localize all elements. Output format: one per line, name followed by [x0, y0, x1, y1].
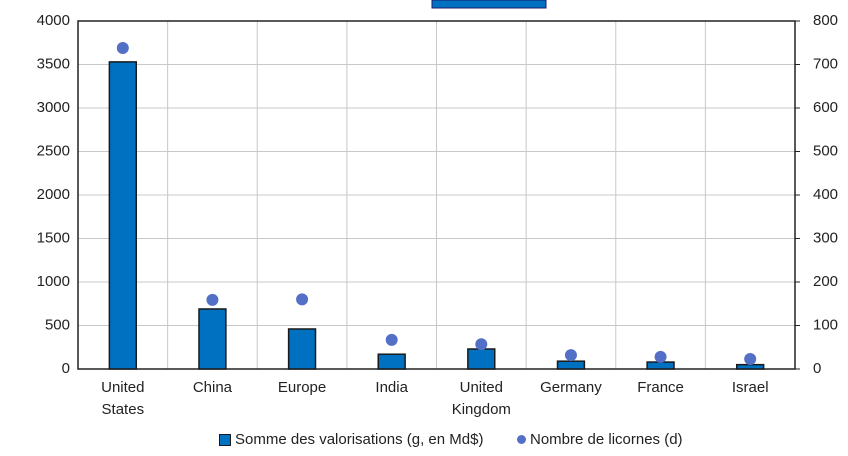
legend-item: Somme des valorisations (g, en Md$): [219, 431, 483, 448]
plot-border: [77, 20, 796, 370]
x-tick-label: Israel: [731, 379, 769, 396]
y2-tick-label: 0: [813, 360, 821, 377]
dot: [385, 333, 398, 346]
y-tick-label: 3000: [37, 99, 70, 116]
y2-tick-label: 300: [813, 229, 838, 246]
x-tick-label: Europe: [277, 379, 327, 396]
legend-swatch: [517, 435, 526, 444]
legend-item: Nombre de licornes (d): [517, 431, 683, 448]
bar: [287, 328, 317, 370]
dot: [116, 41, 129, 54]
legend-label: Nombre de licornes (d): [530, 431, 683, 448]
x-tick-label: India: [375, 379, 408, 396]
x-tick-label: Germany: [540, 379, 602, 396]
y2-tick-label: 200: [813, 273, 838, 290]
y2-tick-label: 800: [813, 12, 838, 29]
y-tick-label: 2000: [37, 186, 70, 203]
bar: [646, 361, 675, 370]
x-tick-label: United Kingdom: [451, 379, 511, 418]
y2-tick-label: 400: [813, 186, 838, 203]
bar: [735, 363, 765, 370]
dot: [564, 349, 577, 362]
bar: [108, 61, 138, 370]
y-tick-label: 3500: [37, 55, 70, 72]
y-tick-label: 1000: [37, 273, 70, 290]
y2-tick-label: 500: [813, 142, 838, 159]
x-tick-label: United States: [101, 379, 145, 418]
x-tick-label: China: [192, 379, 233, 396]
dot: [475, 338, 488, 351]
y-tick-label: 500: [45, 316, 70, 333]
dot: [206, 293, 219, 306]
dot: [654, 350, 667, 363]
y2-tick-label: 600: [813, 99, 838, 116]
bar: [467, 348, 496, 370]
dot: [744, 352, 757, 365]
y2-tick-label: 700: [813, 55, 838, 72]
y-tick-label: 4000: [37, 12, 70, 29]
y-tick-label: 2500: [37, 142, 70, 159]
y-tick-label: 1500: [37, 229, 70, 246]
legend-label: Somme des valorisations (g, en Md$): [235, 431, 484, 448]
bar: [556, 360, 586, 370]
y-tick-label: 0: [62, 360, 70, 377]
bar: [377, 353, 406, 370]
clipped-title-box: [431, 0, 547, 9]
dot: [296, 293, 309, 306]
bar: [198, 308, 227, 370]
y2-tick-label: 100: [813, 316, 838, 333]
x-tick-label: France: [637, 379, 684, 396]
legend-swatch: [219, 433, 231, 446]
